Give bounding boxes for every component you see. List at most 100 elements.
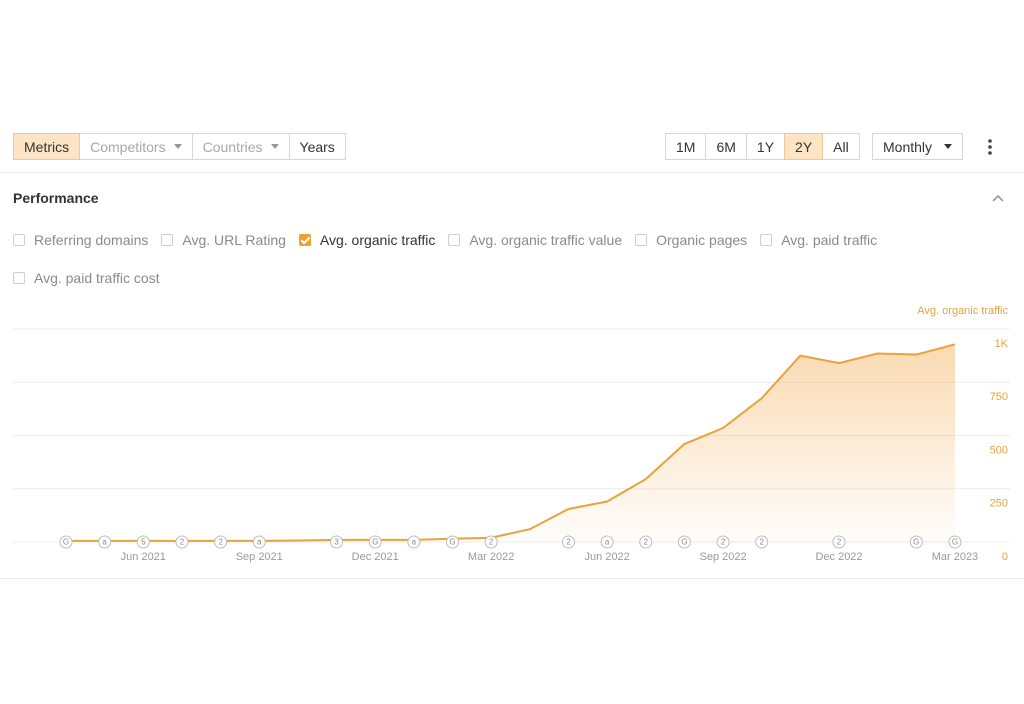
x-tick-label: Jun 2021	[121, 551, 166, 563]
metric-checkbox[interactable]: Avg. organic traffic	[298, 232, 436, 248]
range-label: 6M	[716, 138, 736, 155]
tab-label: Competitors	[90, 138, 166, 155]
event-marker	[561, 535, 575, 549]
event-marker	[755, 535, 769, 549]
y-tick-label: 0	[1002, 551, 1008, 563]
checkbox[interactable]	[13, 234, 25, 246]
event-label: a	[102, 538, 107, 547]
metric-checkbox[interactable]: Organic pages	[635, 232, 747, 248]
event-label: G	[952, 538, 958, 547]
range-group: 1M 6M 1Y 2Y All	[665, 133, 860, 160]
tab-label: Years	[299, 138, 335, 155]
divider	[0, 578, 1024, 579]
x-tick-label: Jun 2022	[584, 551, 629, 563]
event-marker	[252, 535, 266, 549]
x-tick-label: Dec 2021	[352, 551, 399, 563]
metric-label: Avg. URL Rating	[182, 232, 286, 248]
y-tick-label: 1K	[995, 338, 1009, 350]
tab-label: Countries	[202, 138, 263, 155]
tab-button[interactable]: Countries	[191, 133, 290, 160]
metric-checkbox[interactable]: Referring domains	[13, 232, 148, 248]
event-marker	[175, 535, 189, 549]
tab-button[interactable]: Years	[288, 133, 346, 160]
event-marker	[484, 535, 498, 549]
metric-label: Avg. organic traffic	[319, 232, 436, 248]
event-marker	[446, 535, 459, 549]
range-button[interactable]: 6M	[705, 133, 747, 160]
event-marker	[600, 535, 614, 549]
checkbox[interactable]	[760, 234, 773, 246]
metric-label: Avg. organic traffic value	[469, 232, 623, 248]
more-menu[interactable]	[984, 137, 996, 157]
metric-label: Avg. paid traffic	[781, 232, 878, 248]
tab-button[interactable]: Metrics	[13, 133, 81, 160]
event-label: 2	[180, 538, 185, 547]
y-tick-label: 500	[990, 444, 1008, 456]
x-tick-label: Mar 2023	[932, 551, 978, 563]
event-label: G	[913, 538, 919, 547]
event-label: G	[63, 538, 69, 547]
section-title: Performance	[13, 190, 99, 206]
interval-group: Monthly	[872, 133, 963, 160]
event-marker	[677, 535, 691, 549]
event-label: a	[605, 538, 610, 547]
metric-checkbox[interactable]: Avg. organic traffic value	[448, 232, 622, 248]
event-label: a	[257, 538, 262, 547]
event-label: G	[372, 538, 378, 547]
interval-dropdown[interactable]: Monthly	[872, 133, 963, 160]
caret	[173, 144, 182, 149]
range-button[interactable]: All	[822, 133, 860, 160]
caret	[944, 144, 952, 149]
checkbox[interactable]	[298, 234, 311, 246]
checkbox[interactable]	[635, 234, 648, 246]
line	[66, 343, 956, 542]
event-label: 2	[759, 538, 764, 547]
event-marker	[59, 535, 73, 549]
x-tick-label: Dec 2022	[815, 551, 862, 563]
event-label: 2	[566, 538, 571, 547]
metric-checkbox[interactable]: Avg. paid traffic cost	[13, 270, 160, 286]
range-label: All	[833, 138, 849, 155]
caret	[270, 144, 279, 149]
event-marker	[909, 535, 923, 549]
event-label: G	[449, 538, 455, 547]
event-marker	[639, 535, 653, 549]
event-marker	[98, 535, 112, 549]
interval-label: Monthly	[883, 138, 933, 155]
metric-label: Organic pages	[656, 232, 748, 248]
checkbox[interactable]	[161, 234, 174, 246]
range-button[interactable]: 2Y	[784, 133, 824, 160]
event-marker	[716, 535, 730, 549]
range-button[interactable]: 1Y	[745, 133, 786, 160]
metric-checkbox[interactable]: Avg. URL Rating	[161, 232, 286, 248]
range-label: 1Y	[756, 138, 775, 155]
divider	[0, 172, 1024, 173]
event-marker	[948, 535, 962, 549]
event-label: 2	[644, 538, 649, 547]
event-label: 2	[837, 538, 842, 547]
event-label: G	[681, 538, 687, 547]
event-label: 2	[489, 538, 494, 547]
checkbox[interactable]	[448, 234, 461, 246]
tab-group: Metrics Competitors Countries Years	[13, 133, 346, 160]
range-label: 2Y	[795, 138, 813, 155]
event-marker	[214, 535, 228, 549]
y-tick-label: 750	[990, 391, 1008, 403]
metric-label: Avg. paid traffic cost	[34, 270, 160, 286]
event-marker	[330, 535, 344, 549]
x-tick-label: Sep 2021	[236, 551, 283, 563]
x-tick-label: Mar 2022	[468, 551, 514, 563]
range-label: 1M	[676, 138, 696, 155]
checkbox[interactable]	[13, 272, 25, 284]
y-tick-label: 250	[990, 498, 1008, 510]
range-button[interactable]: 1M	[665, 133, 707, 160]
event-label: 2	[218, 538, 223, 547]
area-fill	[66, 344, 955, 542]
metric-checkbox[interactable]: Avg. paid traffic	[760, 232, 877, 248]
tab-label: Metrics	[24, 138, 70, 155]
event-label: a	[412, 538, 417, 547]
collapse-toggle[interactable]	[990, 192, 1006, 204]
event-marker	[832, 535, 846, 549]
